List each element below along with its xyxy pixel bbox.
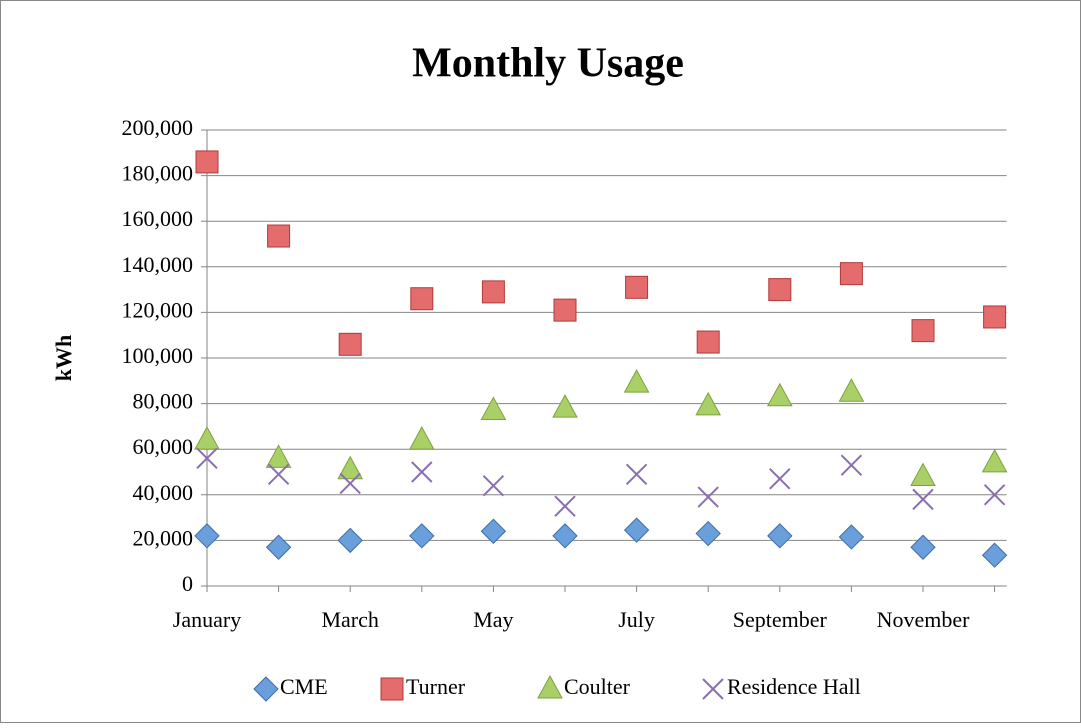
data-point bbox=[338, 332, 362, 356]
data-point bbox=[696, 330, 720, 354]
y-tick-label: 160,000 bbox=[122, 206, 194, 231]
data-point bbox=[769, 468, 791, 490]
data-point bbox=[553, 298, 577, 322]
data-point bbox=[337, 527, 363, 554]
x-tick-label: May bbox=[473, 607, 513, 632]
data-point bbox=[408, 426, 435, 450]
data-point bbox=[697, 486, 719, 508]
data-point bbox=[265, 534, 292, 560]
data-point bbox=[554, 495, 576, 517]
data-point bbox=[195, 150, 219, 174]
data-point bbox=[981, 542, 1008, 568]
data-point bbox=[482, 474, 505, 497]
legend-label: Turner bbox=[406, 674, 466, 699]
x-tick-label: November bbox=[877, 607, 971, 632]
data-point bbox=[267, 463, 290, 485]
data-point bbox=[981, 448, 1008, 473]
data-point bbox=[766, 382, 793, 407]
data-point bbox=[767, 523, 793, 549]
y-tick-label: 80,000 bbox=[133, 389, 194, 414]
x-tick-label: March bbox=[321, 607, 378, 632]
chart-title: Monthly Usage bbox=[412, 41, 684, 87]
data-point bbox=[194, 426, 220, 450]
data-point bbox=[910, 534, 936, 560]
data-point bbox=[838, 524, 865, 550]
data-point bbox=[768, 278, 792, 302]
data-point bbox=[480, 396, 507, 420]
data-point bbox=[983, 305, 1007, 329]
y-tick-label: 60,000 bbox=[133, 434, 194, 459]
legend-label: Coulter bbox=[564, 674, 631, 699]
data-point bbox=[623, 517, 650, 543]
data-point bbox=[911, 319, 935, 343]
legend-label: CME bbox=[280, 674, 328, 699]
data-point bbox=[337, 455, 364, 480]
legend-marker bbox=[380, 677, 404, 701]
data-point bbox=[840, 454, 863, 476]
y-tick-label: 20,000 bbox=[133, 525, 194, 550]
data-point bbox=[410, 287, 434, 311]
data-point bbox=[480, 518, 507, 544]
data-point bbox=[910, 462, 936, 487]
y-tick-label: 120,000 bbox=[122, 297, 194, 322]
y-tick-label: 40,000 bbox=[133, 480, 194, 505]
data-point bbox=[552, 523, 578, 549]
data-point bbox=[196, 447, 218, 470]
data-point bbox=[912, 488, 934, 511]
y-tick-label: 140,000 bbox=[122, 252, 194, 277]
data-point bbox=[481, 280, 505, 304]
x-tick-label: September bbox=[733, 607, 828, 632]
y-tick-label: 0 bbox=[182, 571, 193, 596]
data-point bbox=[983, 484, 1006, 506]
legend-label: Residence Hall bbox=[727, 674, 861, 699]
data-point bbox=[339, 472, 361, 495]
legend-marker bbox=[253, 676, 279, 702]
data-point bbox=[839, 262, 863, 286]
y-tick-label: 200,000 bbox=[122, 115, 194, 140]
data-point bbox=[409, 523, 435, 549]
data-point bbox=[695, 520, 721, 547]
data-point bbox=[411, 461, 433, 483]
legend-marker bbox=[537, 674, 563, 699]
data-point bbox=[265, 444, 292, 468]
y-axis-label: kWh bbox=[51, 335, 76, 381]
data-point bbox=[625, 463, 648, 485]
x-tick-label: July bbox=[618, 607, 655, 632]
data-point bbox=[194, 523, 220, 549]
y-tick-label: 180,000 bbox=[122, 161, 194, 186]
y-tick-label: 100,000 bbox=[122, 343, 194, 368]
data-point bbox=[623, 369, 650, 393]
data-point bbox=[552, 394, 578, 418]
data-point bbox=[625, 275, 649, 299]
data-point bbox=[267, 224, 291, 248]
data-point bbox=[695, 391, 722, 416]
x-tick-label: January bbox=[173, 607, 241, 632]
data-point bbox=[838, 378, 865, 402]
legend-marker bbox=[702, 678, 724, 700]
